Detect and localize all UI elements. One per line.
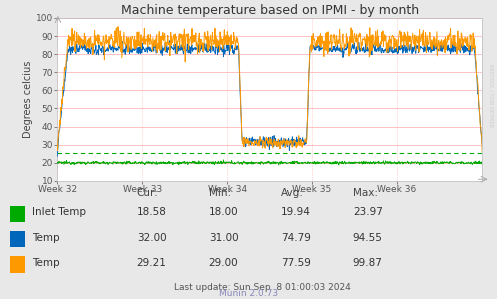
Text: Max:: Max: [353, 188, 378, 198]
Text: 29.21: 29.21 [137, 258, 166, 268]
Text: 32.00: 32.00 [137, 233, 166, 243]
Text: Munin 2.0.73: Munin 2.0.73 [219, 289, 278, 298]
Text: Inlet Temp: Inlet Temp [32, 207, 86, 217]
Text: Avg:: Avg: [281, 188, 304, 198]
Text: Temp: Temp [32, 258, 60, 268]
Text: 74.79: 74.79 [281, 233, 311, 243]
Title: Machine temperature based on IPMI - by month: Machine temperature based on IPMI - by m… [121, 4, 418, 17]
Text: 99.87: 99.87 [353, 258, 383, 268]
Y-axis label: Degrees celcius: Degrees celcius [23, 61, 33, 138]
Text: 19.94: 19.94 [281, 207, 311, 217]
Text: Temp: Temp [32, 233, 60, 243]
Text: Last update: Sun Sep  8 01:00:03 2024: Last update: Sun Sep 8 01:00:03 2024 [174, 283, 351, 292]
Text: 23.97: 23.97 [353, 207, 383, 217]
Text: 31.00: 31.00 [209, 233, 239, 243]
Text: Cur:: Cur: [137, 188, 159, 198]
Text: 77.59: 77.59 [281, 258, 311, 268]
Text: 18.00: 18.00 [209, 207, 239, 217]
Text: Min:: Min: [209, 188, 231, 198]
Text: 29.00: 29.00 [209, 258, 239, 268]
Text: 18.58: 18.58 [137, 207, 166, 217]
Text: 94.55: 94.55 [353, 233, 383, 243]
Text: RRDTOOL / TOBI OETIKER: RRDTOOL / TOBI OETIKER [489, 64, 494, 127]
